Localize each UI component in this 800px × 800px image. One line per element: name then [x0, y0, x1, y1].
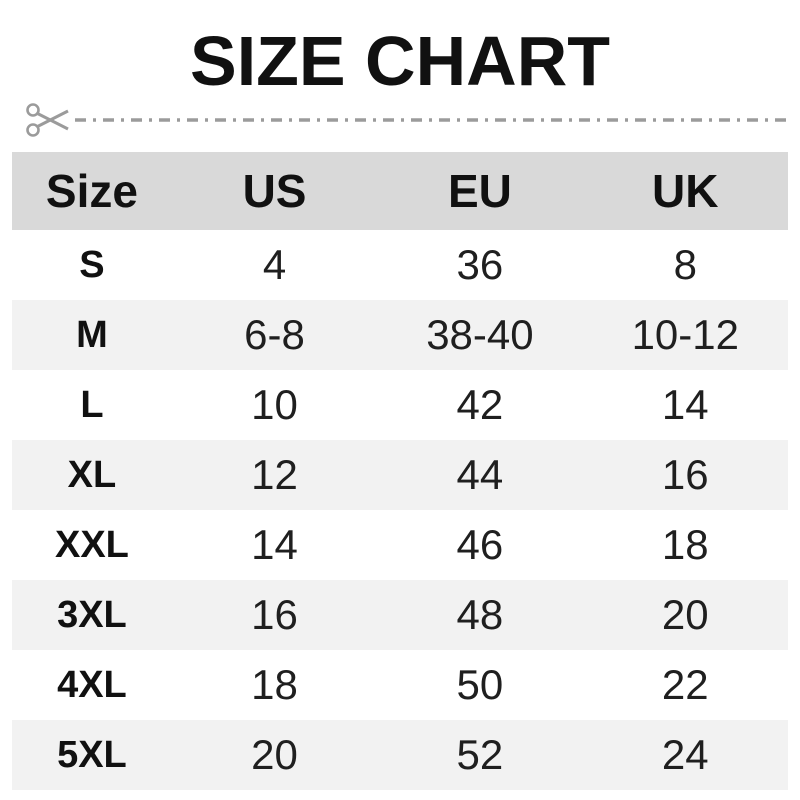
uk-cell: 16: [661, 451, 709, 498]
header-size: Size: [45, 165, 138, 217]
table-row: 5XL 20 52 24: [12, 720, 788, 790]
us-cell: 14: [251, 521, 298, 568]
size-cell: XL: [67, 453, 117, 496]
header-us: US: [242, 165, 307, 217]
eu-cell: 38-40: [426, 311, 534, 358]
table-body: S 4 36 8 M 6-8 38-40 10-12 L 10 42 14 XL…: [12, 230, 788, 790]
us-cell: 20: [251, 731, 298, 778]
size-cell: 3XL: [57, 593, 127, 636]
uk-cell: 18: [661, 521, 709, 568]
dashed-cut-line: [75, 118, 793, 122]
uk-cell: 14: [661, 381, 709, 428]
us-cell: 12: [251, 451, 298, 498]
table-row: 3XL 16 48 20: [12, 580, 788, 650]
cut-line: [0, 98, 800, 142]
eu-cell: 46: [456, 521, 504, 568]
size-cell: 5XL: [57, 733, 127, 776]
table-row: XL 12 44 16: [12, 440, 788, 510]
size-cell: XXL: [54, 523, 129, 566]
eu-cell: 52: [456, 731, 504, 778]
header-uk: UK: [652, 165, 719, 217]
size-cell: L: [80, 383, 104, 426]
size-cell: M: [76, 313, 108, 356]
table-row: M 6-8 38-40 10-12: [12, 300, 788, 370]
uk-cell: 24: [661, 731, 709, 778]
eu-cell: 42: [456, 381, 504, 428]
us-cell: 16: [251, 591, 298, 638]
uk-cell: 10-12: [631, 311, 739, 358]
uk-cell: 8: [673, 241, 697, 288]
us-cell: 6-8: [244, 311, 305, 358]
table-row: 4XL 18 50 22: [12, 650, 788, 720]
size-cell: 4XL: [57, 663, 127, 706]
size-table: Size US EU UK S 4 36 8 M 6-8 38-40 10-12…: [12, 152, 788, 790]
size-cell: S: [79, 243, 105, 286]
page-title: SIZE CHART: [190, 22, 610, 100]
table-row: XXL 14 46 18: [12, 510, 788, 580]
table-header-row: Size US EU UK: [12, 152, 788, 230]
us-cell: 18: [251, 661, 298, 708]
table-row: L 10 42 14: [12, 370, 788, 440]
eu-cell: 36: [456, 241, 504, 288]
scissors-icon: [26, 103, 69, 137]
eu-cell: 44: [456, 451, 504, 498]
us-cell: 10: [251, 381, 298, 428]
header-eu: EU: [447, 165, 512, 217]
us-cell: 4: [262, 241, 287, 288]
eu-cell: 48: [456, 591, 504, 638]
table-row: S 4 36 8: [12, 230, 788, 300]
uk-cell: 22: [661, 661, 709, 708]
eu-cell: 50: [456, 661, 504, 708]
uk-cell: 20: [661, 591, 709, 638]
